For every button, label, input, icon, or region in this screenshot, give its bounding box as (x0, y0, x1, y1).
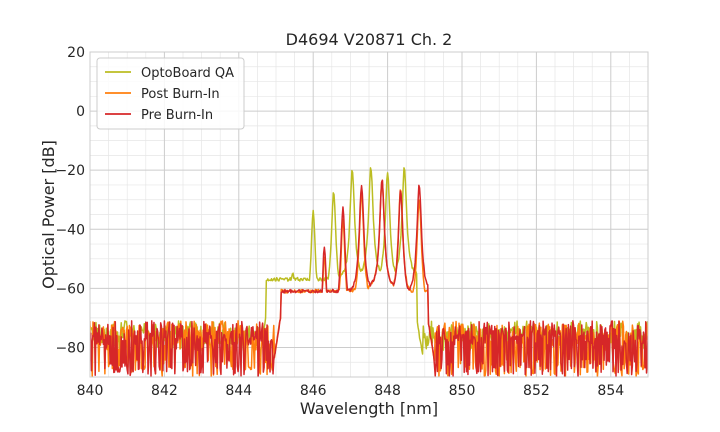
x-tick-label: 844 (225, 383, 252, 399)
legend-box (96, 57, 245, 130)
y-tick-label: −20 (55, 163, 85, 179)
legend-label: Post Burn-In (141, 87, 220, 102)
series-line-pre-burn-in (90, 179, 648, 377)
y-tick-label: −80 (55, 340, 85, 356)
legend-label: OptoBoard QA (141, 66, 234, 81)
series-lines (90, 167, 648, 377)
x-tick-label: 850 (449, 383, 476, 399)
x-tick-label: 846 (300, 383, 327, 399)
chart-title: D4694 V20871 Ch. 2 (286, 30, 453, 49)
y-axis-title: Optical Power [dB] (39, 140, 58, 289)
legend: OptoBoard QA Post Burn-In Pre Burn-In (96, 57, 245, 130)
y-tick-labels: 20 0 −20 −40 −60 −80 (55, 45, 85, 356)
legend-label: Pre Burn-In (141, 108, 213, 123)
y-tick-label: 20 (67, 45, 85, 61)
x-tick-label: 848 (374, 383, 401, 399)
y-tick-label: −60 (55, 281, 85, 297)
x-tick-labels: 840 842 844 846 848 850 852 854 (77, 383, 625, 399)
x-tick-label: 852 (523, 383, 550, 399)
x-tick-label: 854 (597, 383, 624, 399)
y-tick-label: 0 (76, 104, 85, 120)
x-tick-label: 842 (151, 383, 178, 399)
x-tick-label: 840 (77, 383, 104, 399)
x-axis-title: Wavelength [nm] (300, 399, 438, 418)
y-tick-label: −40 (55, 222, 85, 238)
plot-frame (89, 51, 649, 378)
